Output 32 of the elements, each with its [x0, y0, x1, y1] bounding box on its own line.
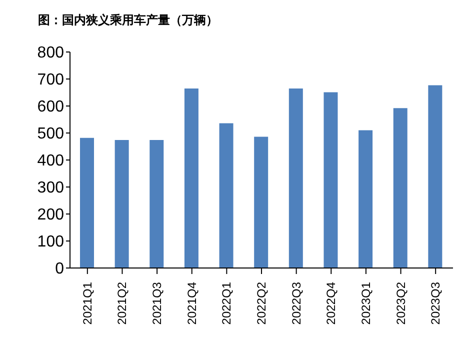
x-tick-label: 2022Q2 [254, 282, 268, 325]
y-tick-label: 400 [37, 152, 64, 170]
y-tick-label: 500 [37, 126, 64, 143]
x-tick-label: 2021Q3 [150, 282, 164, 325]
y-tick-label: 100 [37, 234, 64, 251]
y-tick-label: 300 [37, 180, 64, 197]
bar [428, 85, 442, 268]
bar [184, 88, 198, 268]
x-tick-label: 2022Q1 [220, 282, 234, 325]
x-tick-label: 2023Q2 [394, 282, 408, 325]
y-tick-label: 800 [37, 44, 64, 62]
bar [288, 88, 303, 268]
x-tick-label: 2023Q1 [358, 282, 373, 325]
bar [150, 140, 164, 268]
x-tick-label: 2023Q3 [428, 282, 443, 325]
x-tick-label: 2021Q4 [184, 282, 199, 325]
chart-title: 图：国内狭义乘用车产量（万辆） [38, 12, 218, 29]
bar [324, 92, 338, 268]
y-tick-label: 0 [55, 260, 64, 278]
x-tick-label: 2021Q1 [80, 282, 94, 325]
bar [358, 130, 373, 268]
x-tick-label: 2021Q2 [115, 282, 130, 325]
y-tick-label: 600 [37, 98, 64, 116]
bar [254, 136, 268, 268]
bar [393, 108, 408, 268]
x-tick-label: 2022Q4 [324, 282, 338, 325]
bar [219, 123, 234, 268]
y-tick-label: 700 [37, 72, 64, 89]
x-tick-label: 2022Q3 [289, 282, 304, 325]
y-tick-label: 200 [37, 206, 64, 224]
bar [114, 140, 129, 268]
bar [80, 138, 94, 268]
